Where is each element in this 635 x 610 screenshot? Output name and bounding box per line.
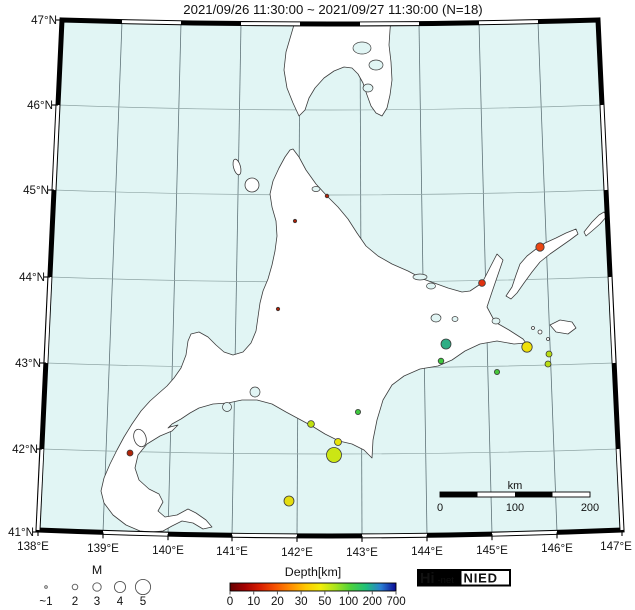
lat-label: 41°N bbox=[8, 526, 34, 539]
habomai-islet bbox=[546, 337, 550, 341]
scale-unit-label: km bbox=[508, 480, 523, 492]
habomai-islet bbox=[531, 326, 535, 330]
kunashiri-island bbox=[505, 228, 579, 300]
magnitude-legend-label: 3 bbox=[94, 595, 100, 608]
earthquake-marker bbox=[544, 360, 552, 368]
magnitude-legend-circle bbox=[92, 582, 102, 592]
hinet-nied-logo[interactable]: Hi -net NIED bbox=[417, 569, 511, 587]
earthquake-marker bbox=[545, 350, 553, 358]
map-title: 2021/09/26 11:30:00 ~ 2021/09/27 11:30:0… bbox=[183, 2, 482, 17]
depth-tick-label: 50 bbox=[318, 595, 331, 608]
depth-tick-label: 200 bbox=[363, 595, 382, 608]
magnitude-legend-label: 4 bbox=[117, 595, 124, 608]
magnitude-legend-circle bbox=[134, 578, 152, 596]
earthquake-markers bbox=[126, 193, 553, 507]
depth-tick-label: 0 bbox=[227, 595, 233, 608]
lon-label: 146°E bbox=[541, 542, 573, 555]
earthquake-marker bbox=[126, 449, 134, 457]
lon-label: 141°E bbox=[216, 545, 248, 558]
scale-tick-200: 200 bbox=[581, 502, 599, 514]
map-frame bbox=[32, 17, 625, 542]
lon-label: 144°E bbox=[411, 545, 443, 558]
latitude-labels: 47°N 46°N 45°N 44°N 43°N 42°N 41°N bbox=[8, 14, 57, 539]
lat-label: 47°N bbox=[31, 14, 57, 27]
magnitude-legend: M ~1 2 3 4 5 bbox=[39, 563, 152, 608]
earthquake-marker bbox=[334, 438, 342, 446]
earthquake-marker bbox=[275, 306, 281, 312]
earthquake-marker bbox=[440, 338, 452, 350]
earthquake-marker bbox=[307, 420, 315, 428]
earthquake-marker bbox=[521, 341, 533, 353]
lon-label: 139°E bbox=[87, 542, 119, 555]
lat-label: 43°N bbox=[15, 357, 41, 370]
lat-label: 42°N bbox=[12, 443, 38, 456]
rebun-island bbox=[232, 158, 242, 176]
depth-tick-label: 10 bbox=[247, 595, 260, 608]
habomai-islet bbox=[537, 329, 543, 335]
scale-tick-100: 100 bbox=[506, 502, 524, 514]
magnitude-legend-label: 2 bbox=[72, 595, 78, 608]
lon-label: 143°E bbox=[346, 546, 378, 559]
depth-tick-label: 700 bbox=[386, 595, 405, 608]
rishiri-island bbox=[244, 177, 260, 193]
lat-label: 45°N bbox=[23, 184, 49, 197]
hokkaido-island bbox=[100, 148, 527, 533]
earthquake-marker bbox=[292, 218, 298, 224]
depth-colorbar bbox=[229, 582, 397, 592]
earthquake-marker bbox=[283, 495, 295, 507]
earthquake-marker bbox=[493, 368, 500, 375]
magnitude-legend-circle bbox=[44, 585, 48, 589]
lakes bbox=[222, 41, 501, 412]
lat-label: 44°N bbox=[19, 271, 45, 284]
magnitude-legend-circle bbox=[113, 580, 127, 594]
lon-label: 138°E bbox=[17, 540, 49, 553]
lon-label: 142°E bbox=[281, 546, 313, 559]
depth-legend-title: Depth[km] bbox=[285, 565, 341, 579]
depth-legend: Depth[km] 0 10 20 30 50 100 200 700 bbox=[227, 565, 406, 608]
depth-tick-label: 30 bbox=[295, 595, 308, 608]
scale-tick-0: 0 bbox=[437, 502, 443, 514]
magnitude-legend-label: ~1 bbox=[39, 595, 52, 608]
landmasses bbox=[100, 20, 608, 533]
magnitude-legend-circle bbox=[71, 583, 79, 591]
earthquake-marker bbox=[478, 279, 486, 287]
lon-label: 140°E bbox=[152, 544, 184, 557]
logo-hi-text: Hi bbox=[420, 571, 435, 587]
okushiri-island bbox=[133, 428, 147, 448]
longitude-labels: 138°E 139°E 140°E 141°E 142°E 143°E 144°E 145°E… bbox=[17, 540, 632, 559]
distance-scale-bar: km 0 100 200 bbox=[437, 480, 599, 514]
logo-nied-text: NIED bbox=[464, 571, 498, 586]
earthquake-marker bbox=[535, 242, 545, 252]
lon-label: 145°E bbox=[476, 544, 508, 557]
depth-tick-label: 20 bbox=[271, 595, 284, 608]
earthquake-marker bbox=[354, 408, 361, 415]
earthquake-marker bbox=[324, 193, 330, 199]
magnitude-legend-label: 5 bbox=[140, 595, 146, 608]
frame-ticks bbox=[32, 19, 623, 542]
earthquake-marker bbox=[326, 447, 342, 463]
earthquake-marker bbox=[437, 357, 445, 365]
depth-tick-label: 100 bbox=[339, 595, 358, 608]
lat-label: 46°N bbox=[27, 99, 53, 112]
magnitude-legend-title: M bbox=[92, 563, 102, 577]
logo-net-text: -net bbox=[438, 575, 455, 586]
shikotan-island bbox=[549, 319, 577, 335]
lon-label: 147°E bbox=[600, 540, 632, 553]
